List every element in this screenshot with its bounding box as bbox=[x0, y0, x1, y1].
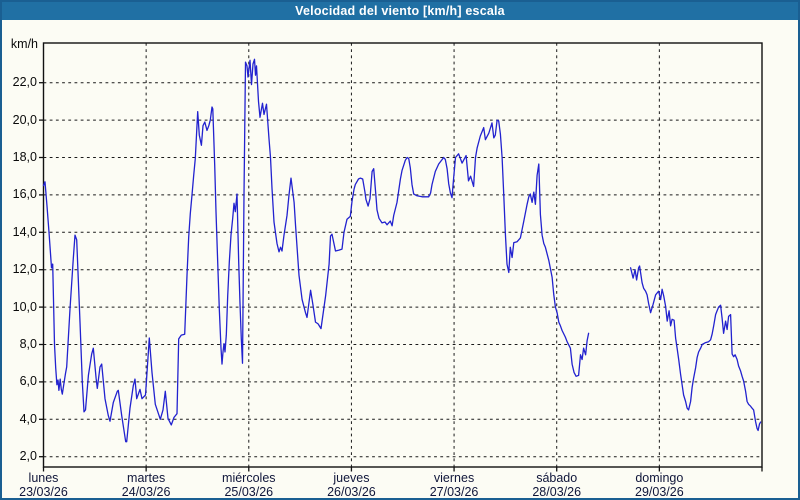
day-name-label: domingo bbox=[635, 471, 684, 485]
day-name-label: martes bbox=[127, 471, 166, 485]
y-tick-label: 18,0 bbox=[12, 150, 37, 164]
wind-speed-line bbox=[629, 265, 762, 432]
y-tick-label: 20,0 bbox=[12, 112, 37, 127]
window-title: Velocidad del viento [km/h] escala bbox=[295, 4, 505, 18]
day-name-label: sábado bbox=[536, 471, 578, 485]
y-tick-label: 8,0 bbox=[19, 337, 37, 351]
day-name-label: lunes bbox=[28, 471, 59, 485]
day-date-label: 28/03/26 bbox=[532, 485, 582, 499]
wind-speed-line bbox=[42, 58, 590, 443]
y-tick-label: 4,0 bbox=[19, 411, 37, 426]
plot-frame bbox=[42, 42, 763, 468]
day-date-label: 23/03/26 bbox=[19, 485, 68, 499]
day-name-label: viernes bbox=[433, 471, 475, 485]
y-axis-unit-label: km/h bbox=[10, 37, 38, 51]
y-tick-label: 22,0 bbox=[12, 75, 37, 90]
day-date-label: 26/03/26 bbox=[327, 485, 376, 499]
y-tick-label: 12,0 bbox=[12, 262, 37, 277]
day-name-label: miércoles bbox=[222, 471, 276, 485]
y-tick-label: 16,0 bbox=[12, 187, 37, 202]
y-tick-label: 14,0 bbox=[12, 224, 37, 239]
y-tick-label: 6,0 bbox=[19, 374, 37, 389]
day-name-label: jueves bbox=[333, 471, 370, 485]
y-tick-label: 10,0 bbox=[12, 299, 37, 314]
day-date-label: 24/03/26 bbox=[121, 485, 171, 499]
y-tick-label: 2,0 bbox=[19, 449, 37, 464]
day-date-label: 25/03/26 bbox=[224, 485, 274, 499]
day-date-label: 27/03/26 bbox=[429, 485, 479, 499]
day-date-label: 29/03/26 bbox=[635, 485, 684, 499]
window-titlebar: Velocidad del viento [km/h] escala bbox=[2, 2, 798, 20]
